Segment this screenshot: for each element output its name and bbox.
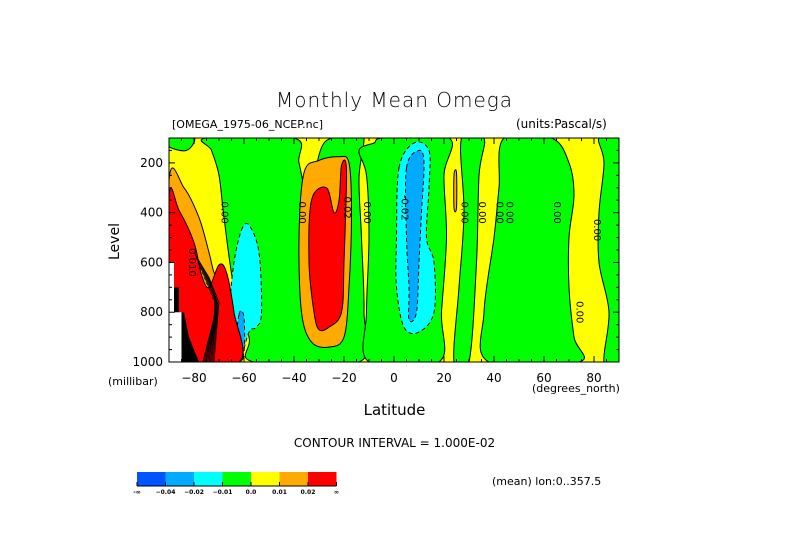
contour-region-red-20s — [308, 159, 348, 332]
colorbar-tick-label: −0.02 — [184, 489, 204, 496]
colorbar-bin — [137, 472, 166, 486]
contour-label: 0.00 — [459, 202, 470, 224]
contour-label: 0.00 — [591, 219, 602, 241]
colorbar-bin — [308, 472, 337, 486]
contour-line — [203, 292, 218, 362]
y-tick-label: 800 — [140, 305, 163, 319]
x-tick-label: −60 — [231, 371, 256, 385]
file-label: [OMEGA_1975-06_NCEP.nc] — [172, 118, 323, 131]
x-tick-label: 80 — [586, 371, 601, 385]
contour-label: 0.00 — [504, 202, 515, 224]
x-tick-label: 40 — [486, 371, 501, 385]
contour-label: 0.00 — [476, 202, 487, 224]
colorbar-tick-label: −0.01 — [213, 489, 233, 496]
contour-field — [169, 138, 619, 362]
contour-line — [202, 297, 219, 362]
y-tick-label: 600 — [140, 255, 163, 269]
contour-label: 0.00 — [296, 202, 307, 224]
chart-title: Monthly Mean Omega — [275, 88, 514, 112]
colorbar-tick-label: -∞ — [133, 489, 141, 496]
y-tick-label: 200 — [140, 156, 163, 170]
contour-line — [204, 287, 217, 362]
colorbar-bin — [279, 472, 308, 486]
contour-region-orange-sliver-20n — [453, 169, 458, 213]
contour-label: 0.00 — [574, 301, 585, 323]
contour-interval-label: CONTOUR INTERVAL = 1.000E-02 — [293, 436, 496, 450]
x-tick-label: −20 — [331, 371, 356, 385]
contour-line — [205, 282, 216, 362]
colorbar-bin — [194, 472, 223, 486]
contour-label: 0.010 — [186, 248, 197, 277]
colorbar-tick-label: −0.04 — [156, 489, 176, 496]
axes: −80 −60 −40 −20 0 20 40 60 80 200 400 600 800 1000 — [132, 137, 620, 385]
contour-region-green-40n-70n — [479, 138, 585, 362]
colorbar-tick-label: ∞ — [334, 489, 339, 496]
y-tick-label: 1000 — [132, 355, 163, 369]
contour-label: 0.00 — [219, 202, 230, 224]
contour-region-green-80n — [597, 138, 619, 362]
colorbar-bin — [165, 472, 194, 486]
x-axis-units: (degrees_north) — [532, 382, 620, 395]
contour-line — [193, 252, 220, 362]
contour-label: 0.00 — [361, 202, 372, 224]
x-tick-label: −80 — [181, 371, 206, 385]
colorbar-tick-label: 0.0 — [246, 489, 257, 496]
x-tick-label: −40 — [281, 371, 306, 385]
colorbar-tick-label: 0.02 — [301, 489, 316, 496]
masked-region-1 — [174, 287, 199, 362]
contour-label: 0.02 — [341, 197, 352, 219]
contour-label: 0.00 — [494, 202, 505, 224]
units-label: (units:Pascal/s) — [516, 117, 607, 131]
y-tick-label: 400 — [140, 206, 163, 220]
colorbar-bin — [222, 472, 251, 486]
contour-label: -0.02 — [399, 195, 410, 221]
x-tick-label: 60 — [536, 371, 551, 385]
colorbar-tick-label: 0.01 — [272, 489, 287, 496]
contour-region-green-sp-top — [169, 138, 196, 152]
x-tick-label: 20 — [436, 371, 451, 385]
contour-region-blue-equator — [404, 149, 425, 323]
colorbar-bin — [251, 472, 280, 486]
colorbar: -∞ −0.04 −0.02 −0.01 0.0 0.01 0.02 ∞ — [133, 472, 339, 496]
x-tick-label: 0 — [390, 371, 398, 385]
contour-labels: 0.00 0.00 0.02 0.00 -0.02 0.00 0.00 0.00 0.00 0.0… — [186, 195, 602, 324]
x-axis-label: Latitude — [363, 401, 426, 419]
mean-longitude-label: (mean) lon:0..357.5 — [492, 475, 602, 488]
y-axis-units: (millibar) — [108, 375, 158, 388]
contour-region-red-sp — [169, 187, 244, 362]
contour-label: 0.00 — [551, 202, 562, 224]
